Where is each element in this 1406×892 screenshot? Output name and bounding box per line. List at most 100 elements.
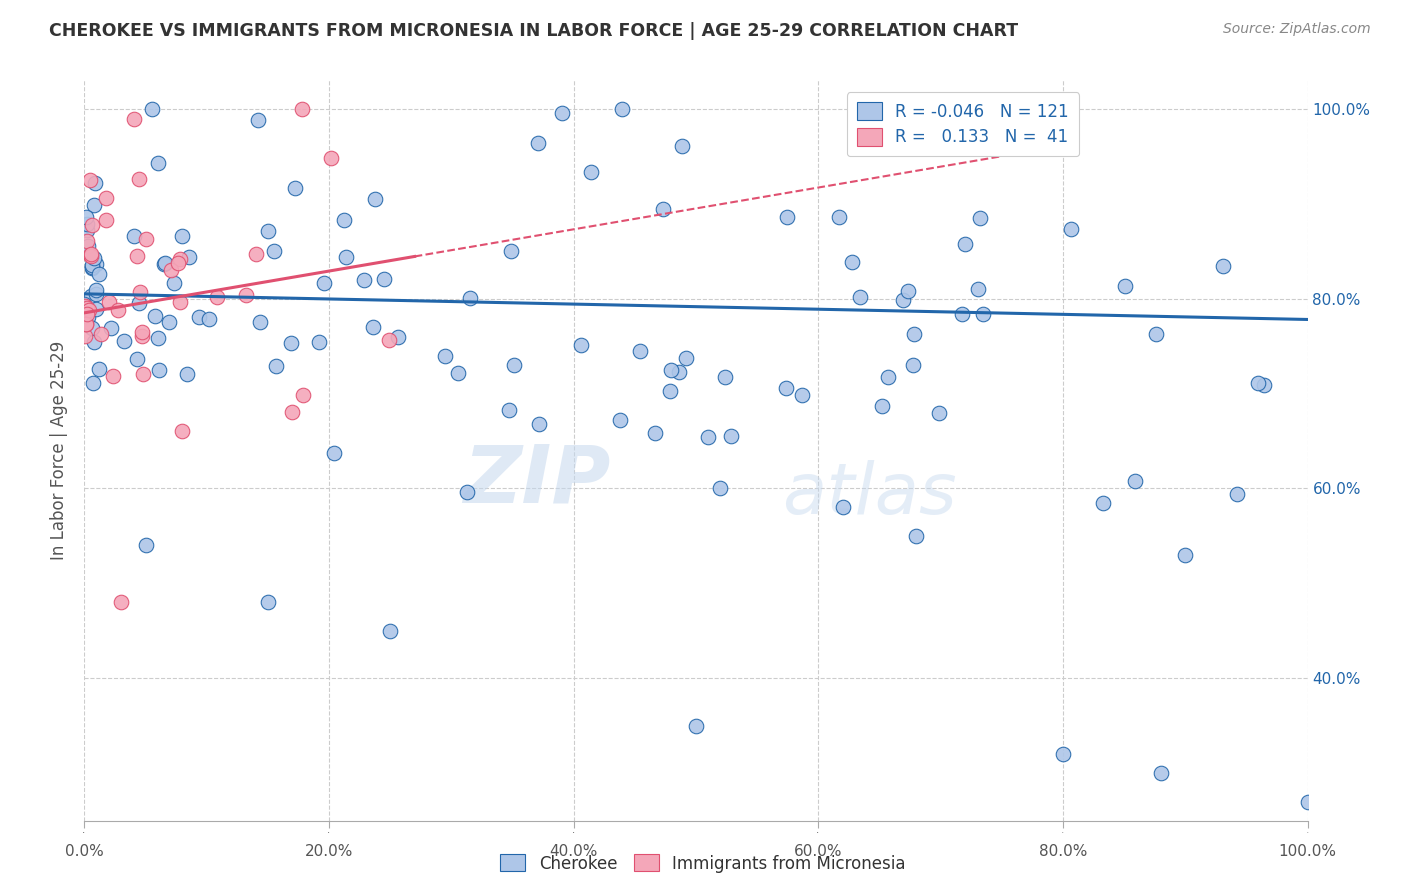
Point [972, 307, 994, 321]
Point [83, 198, 105, 212]
Point [76, 234, 98, 248]
Point [569, 337, 592, 351]
Point [361, 319, 384, 334]
Point [291, 102, 314, 116]
Point [284, 180, 307, 194]
Text: 20.0%: 20.0% [305, 845, 353, 859]
Point [969, 211, 991, 225]
Point [609, 413, 631, 427]
Point [153, 257, 176, 271]
Point [153, 256, 176, 270]
Point [94, 213, 117, 227]
Point [901, 358, 924, 372]
Point [80, 218, 103, 232]
Point [364, 192, 387, 206]
Point [321, 152, 343, 166]
Point [322, 446, 344, 460]
Point [897, 285, 920, 299]
Point [1174, 548, 1197, 562]
Text: 40.0%: 40.0% [550, 845, 598, 859]
Point [831, 500, 853, 515]
Point [380, 624, 402, 638]
Point [177, 250, 200, 264]
Point [131, 325, 153, 339]
Point [167, 256, 190, 270]
Point [107, 302, 129, 317]
Point [1091, 495, 1114, 509]
Point [659, 384, 682, 398]
Point [100, 321, 122, 335]
Point [967, 282, 990, 296]
Point [499, 244, 522, 259]
Point [529, 417, 551, 431]
Point [125, 249, 148, 263]
Point [872, 400, 894, 414]
Point [101, 368, 124, 383]
Point [1253, 377, 1275, 392]
Point [125, 351, 148, 366]
Point [157, 315, 180, 329]
Point [128, 296, 150, 310]
Point [159, 263, 181, 277]
Point [114, 334, 136, 349]
Point [675, 351, 697, 365]
Point [169, 252, 191, 266]
Point [281, 405, 304, 419]
Point [77, 303, 100, 318]
Point [84, 301, 107, 316]
Point [905, 529, 928, 543]
Point [257, 595, 280, 609]
Point [263, 244, 285, 259]
Point [1060, 221, 1083, 235]
Point [131, 329, 153, 343]
Point [280, 336, 302, 351]
Point [87, 268, 110, 282]
Point [1052, 747, 1074, 762]
Point [332, 212, 354, 227]
Legend: R = -0.046   N = 121, R =   0.133   N =  41: R = -0.046 N = 121, R = 0.133 N = 41 [846, 92, 1078, 156]
Point [169, 295, 191, 310]
Point [135, 232, 157, 246]
Point [709, 482, 731, 496]
Point [188, 310, 211, 325]
Point [77, 239, 100, 253]
Point [83, 252, 105, 266]
Point [526, 136, 548, 151]
Point [696, 430, 718, 444]
Point [841, 255, 863, 269]
Point [75, 317, 97, 331]
Point [498, 402, 520, 417]
Point [75, 317, 97, 331]
Point [628, 343, 651, 358]
Text: 60.0%: 60.0% [794, 845, 842, 859]
Point [76, 217, 98, 231]
Point [110, 595, 132, 609]
Point [82, 321, 104, 335]
Point [612, 102, 634, 116]
Text: atlas: atlas [782, 460, 956, 529]
Point [148, 155, 170, 169]
Point [790, 388, 813, 402]
Point [163, 276, 186, 290]
Point [143, 309, 166, 323]
Point [776, 210, 799, 224]
Point [1144, 326, 1167, 341]
Point [249, 315, 271, 329]
Point [353, 273, 375, 287]
Point [84, 287, 107, 301]
Point [170, 229, 193, 244]
Point [146, 331, 169, 345]
Point [458, 291, 481, 305]
Point [644, 426, 666, 441]
Point [685, 719, 707, 733]
Point [373, 272, 395, 286]
Point [877, 369, 900, 384]
Point [775, 380, 797, 394]
Point [90, 327, 112, 342]
Point [128, 172, 150, 186]
Point [903, 326, 925, 341]
Y-axis label: In Labor Force | Age 25-29: In Labor Force | Age 25-29 [51, 341, 69, 560]
Point [77, 310, 100, 324]
Point [82, 260, 104, 275]
Point [79, 248, 101, 262]
